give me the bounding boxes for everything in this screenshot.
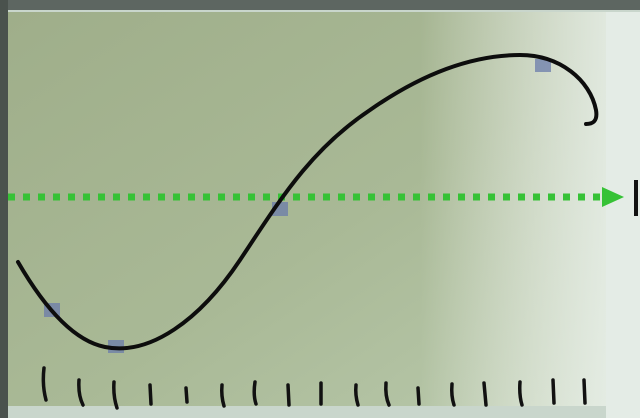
tick	[553, 380, 554, 403]
tick	[150, 385, 151, 404]
left-edge	[0, 0, 8, 418]
cursor-bar	[634, 180, 638, 216]
tick	[186, 388, 187, 402]
tick	[584, 380, 585, 403]
tick	[418, 388, 419, 404]
tick	[484, 383, 486, 405]
glare	[420, 12, 606, 406]
tick	[288, 385, 289, 405]
top-edge	[0, 0, 640, 10]
photo	[0, 0, 640, 418]
page	[0, 0, 640, 418]
tick	[254, 382, 256, 404]
